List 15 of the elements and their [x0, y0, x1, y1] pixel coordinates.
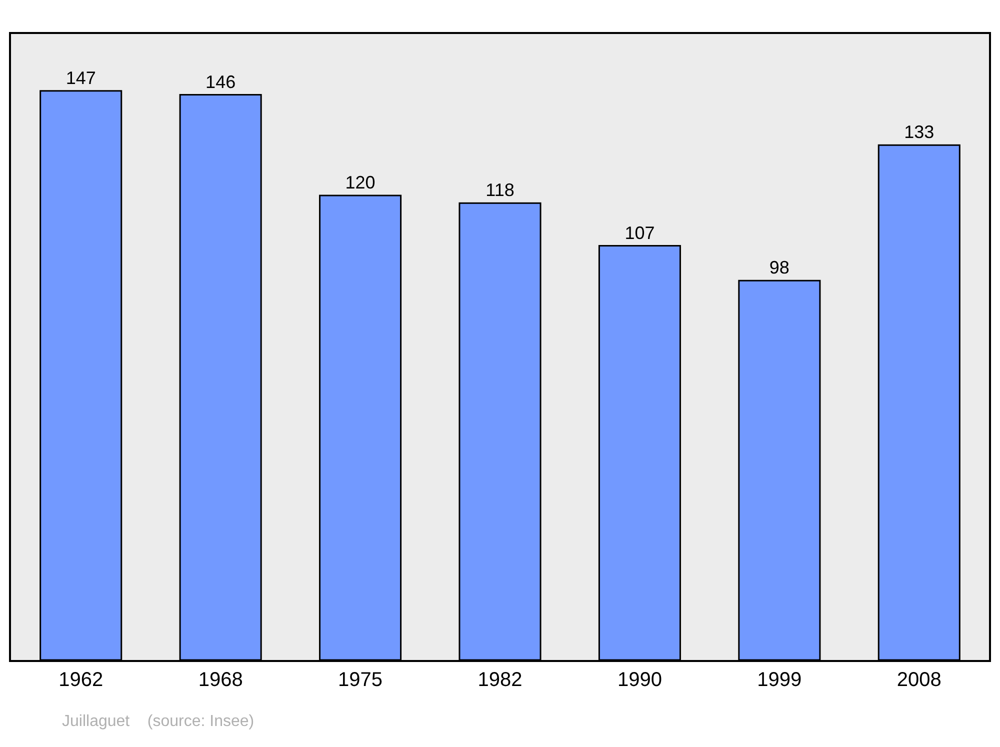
x-tick-label: 1975	[338, 669, 383, 691]
data-label: 147	[66, 68, 96, 88]
x-tick-label: 1962	[58, 669, 104, 691]
text: Juillaguet (source: Insee)	[62, 713, 254, 730]
data-label: 118	[486, 180, 514, 200]
data-label: 133	[904, 122, 934, 142]
x-tick-label: 2008	[896, 669, 942, 691]
data-label: 107	[624, 222, 655, 243]
data-label: 120	[345, 172, 376, 192]
x-tick-label: 1999	[757, 669, 802, 691]
x-tick-label: 1968	[198, 669, 243, 691]
data-label: 98	[769, 258, 790, 278]
data-label: 146	[206, 72, 236, 92]
x-tick-label: 1982	[478, 669, 522, 691]
x-tick-label: 1990	[617, 669, 662, 691]
